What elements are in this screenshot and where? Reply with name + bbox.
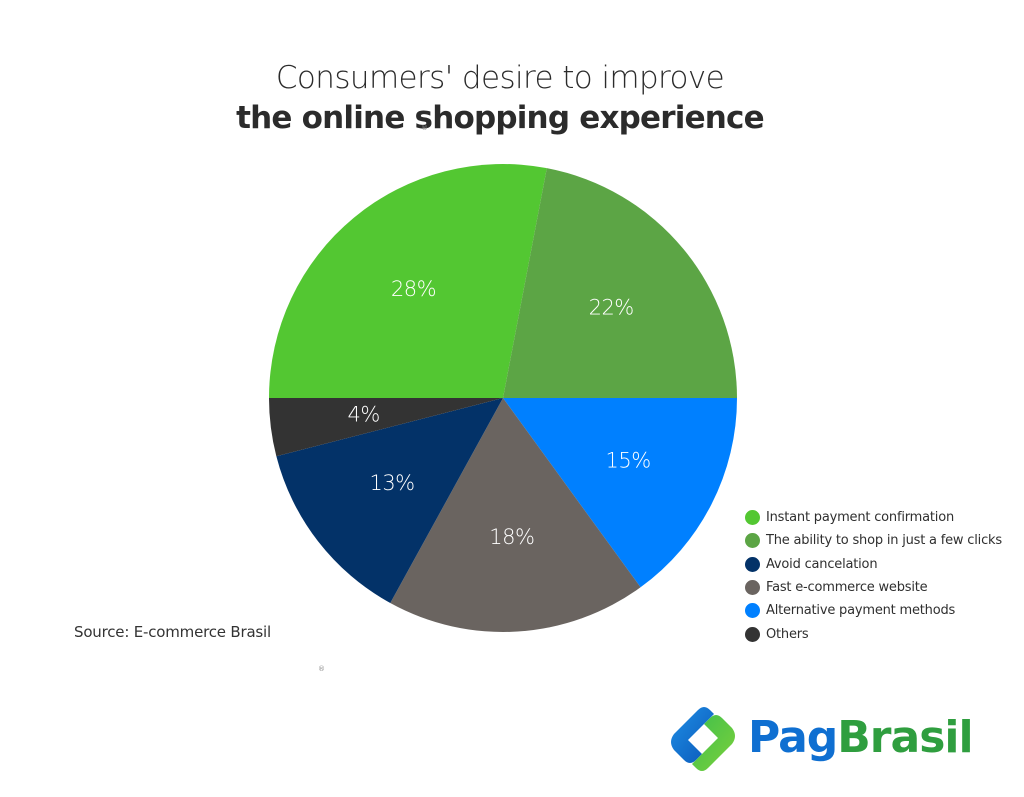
legend-swatch — [745, 603, 760, 619]
legend-swatch — [745, 580, 760, 596]
pagbrasil-wordmark: PagBrasil — [748, 706, 974, 770]
legend-swatch — [745, 556, 760, 572]
pie-slice-1 — [503, 168, 737, 398]
legend-item-alternative-payment: Alternative payment methods — [745, 599, 1015, 622]
legend-swatch — [745, 510, 760, 526]
legend-label: Avoid cancelation — [766, 556, 878, 572]
chart-legend: Instant payment confirmation The ability… — [745, 506, 1015, 646]
pie-slice-4 — [276, 398, 503, 604]
pie-slice-label-1: 22% — [589, 296, 634, 320]
chart-title-line-2: the online shopping experience — [236, 100, 765, 136]
pie-slice-0 — [269, 163, 547, 398]
pie-slice-3 — [390, 398, 641, 632]
chart-source: Source: E-commerce Brasil — [74, 623, 271, 641]
legend-swatch — [745, 626, 760, 642]
legend-label: Alternative payment methods — [766, 603, 956, 619]
brand-part-2: Brasil — [837, 712, 973, 763]
registered-mark-lower: ® — [318, 665, 325, 673]
brand-part-1: Pag — [748, 712, 838, 763]
registered-mark: ® — [421, 124, 428, 132]
pie-slice-label-4: 13% — [369, 471, 414, 495]
pie-slice-2 — [503, 398, 737, 588]
pagbrasil-logo-icon — [671, 707, 735, 771]
pie-slice-5 — [269, 398, 503, 457]
pie-slice-label-2: 15% — [606, 449, 651, 473]
pie-slice-label-5: 4% — [348, 403, 380, 427]
chart-title: Consumers' desire to improve the online … — [0, 58, 1000, 138]
legend-swatch — [745, 533, 760, 549]
pagbrasil-brand: PagBrasil — [668, 704, 998, 774]
pie-slice-label-3: 18% — [489, 525, 534, 549]
legend-label: Others — [766, 626, 809, 642]
legend-item-others: Others — [745, 622, 1015, 645]
legend-label: Fast e-commerce website — [766, 580, 928, 596]
legend-item-avoid-cancelation: Avoid cancelation — [745, 553, 1015, 576]
legend-label: The ability to shop in just a few clicks — [766, 533, 1002, 549]
pie-slice-label-0: 28% — [391, 277, 436, 301]
chart-title-line-1: Consumers' desire to improve — [275, 60, 725, 96]
legend-label: Instant payment confirmation — [766, 510, 954, 526]
legend-item-instant-payment: Instant payment confirmation — [745, 506, 1015, 529]
legend-item-few-clicks: The ability to shop in just a few clicks — [745, 529, 1015, 552]
legend-item-fast-website: Fast e-commerce website — [745, 576, 1015, 599]
